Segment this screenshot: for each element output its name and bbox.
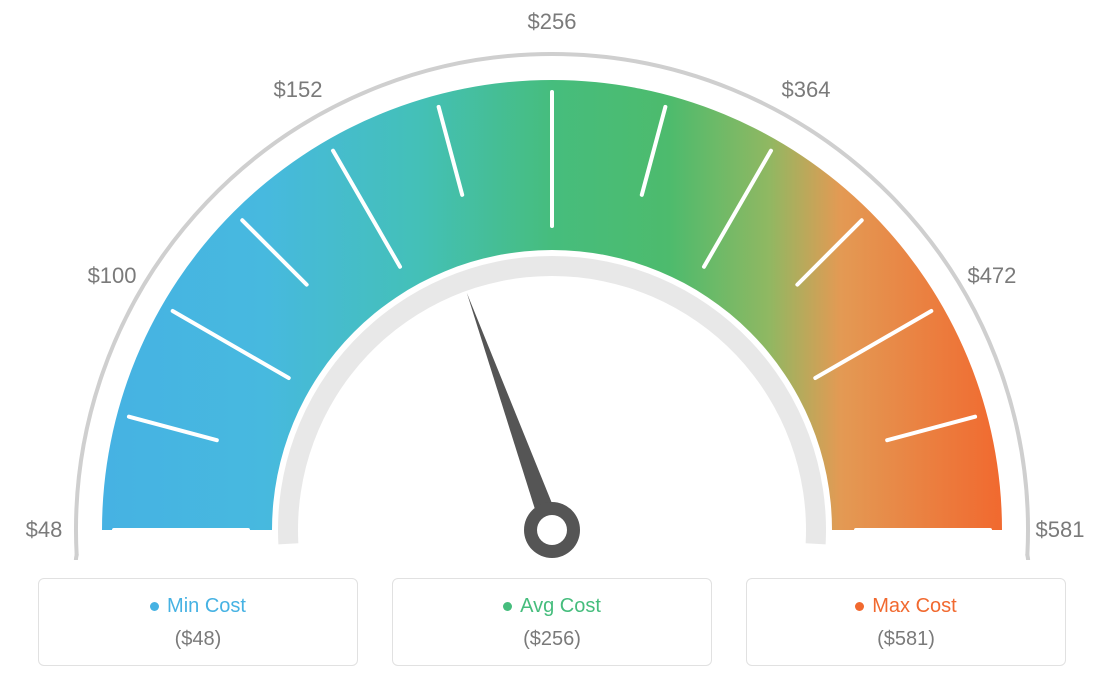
legend-card-avg: Avg Cost ($256) [392, 578, 712, 666]
legend-label-max: Max Cost [872, 595, 956, 618]
gauge-tick-label: $472 [967, 263, 1016, 289]
legend-card-max: Max Cost ($581) [746, 578, 1066, 666]
gauge-tick-label: $256 [528, 9, 577, 35]
legend-label-min: Min Cost [167, 595, 246, 618]
legend-title-avg: Avg Cost [503, 595, 601, 618]
gauge-svg [0, 0, 1104, 560]
legend-card-min: Min Cost ($48) [38, 578, 358, 666]
legend-title-min: Min Cost [150, 595, 246, 618]
gauge-tick-label: $152 [274, 77, 323, 103]
legend-dot-avg [503, 602, 512, 611]
gauge-tick-label: $364 [782, 77, 831, 103]
legend-row: Min Cost ($48) Avg Cost ($256) Max Cost … [0, 578, 1104, 666]
legend-value-avg: ($256) [403, 628, 701, 651]
gauge-tick-label: $100 [88, 263, 137, 289]
legend-title-max: Max Cost [855, 595, 956, 618]
legend-value-min: ($48) [49, 628, 347, 651]
gauge-tick-label: $48 [26, 517, 63, 543]
legend-value-max: ($581) [757, 628, 1055, 651]
gauge-tick-label: $581 [1036, 517, 1085, 543]
legend-dot-max [855, 602, 864, 611]
legend-dot-min [150, 602, 159, 611]
gauge-chart: $48 $100 $152 $256 $364 $472 $581 [0, 0, 1104, 560]
legend-label-avg: Avg Cost [520, 595, 601, 618]
